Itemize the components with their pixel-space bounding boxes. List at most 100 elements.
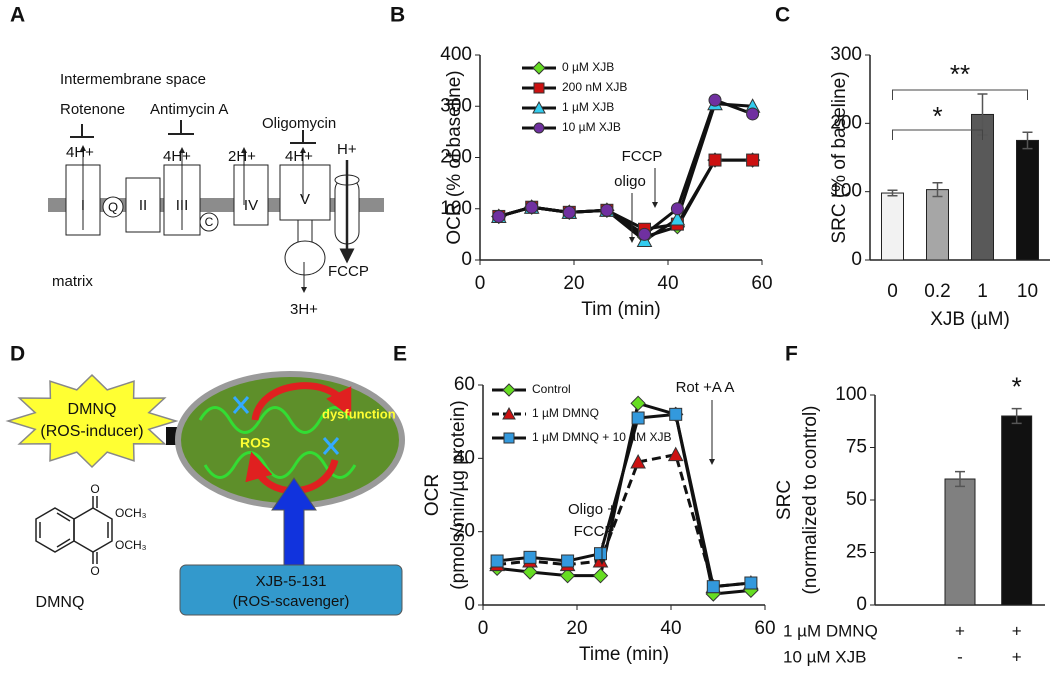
error-bar bbox=[1022, 131, 1033, 150]
bar bbox=[944, 478, 976, 606]
marker bbox=[670, 202, 684, 216]
y-tick-label: 75 bbox=[846, 437, 867, 458]
marker bbox=[523, 550, 537, 564]
significance-bracket bbox=[892, 89, 1028, 100]
inhibitor-bar bbox=[290, 130, 316, 144]
label: IV bbox=[244, 197, 258, 214]
marker bbox=[708, 153, 722, 167]
annotation: Oligo + bbox=[568, 501, 616, 518]
label: (ROS-scavenger) bbox=[233, 593, 350, 610]
x-tick-label: 60 bbox=[751, 273, 772, 294]
panel-label: B bbox=[390, 4, 405, 27]
y-axis-label: SRC bbox=[774, 480, 795, 520]
error-bar bbox=[1011, 407, 1022, 425]
panel-label: D bbox=[10, 343, 25, 366]
significance: ** bbox=[950, 59, 970, 89]
label: ROS bbox=[240, 435, 270, 451]
label: matrix bbox=[52, 273, 93, 290]
complex-box bbox=[125, 177, 161, 233]
x-tick-label: 0 bbox=[478, 618, 489, 639]
series-line bbox=[498, 158, 753, 231]
bar bbox=[881, 192, 904, 261]
y-tick-label: 200 bbox=[440, 147, 472, 168]
legend-marker bbox=[532, 61, 546, 75]
inhibitor-bar bbox=[168, 120, 194, 135]
annotation: oligo bbox=[614, 173, 646, 190]
y-tick-label: 0 bbox=[856, 594, 867, 615]
etc-diagram bbox=[48, 120, 384, 293]
x-axis-label: XJB (µM) bbox=[930, 309, 1010, 330]
y-tick-label: 0 bbox=[851, 249, 862, 270]
y-axis-label: (normalized to control) bbox=[800, 405, 821, 594]
complex-box bbox=[233, 164, 269, 226]
marker bbox=[525, 200, 539, 214]
annotation: FCCP bbox=[622, 148, 663, 165]
legend-label: 1 µM DMNQ bbox=[532, 406, 599, 420]
marker bbox=[631, 411, 645, 425]
marker bbox=[594, 547, 607, 561]
complex-box bbox=[279, 164, 331, 221]
marker bbox=[708, 93, 722, 107]
x-tick-label: 0.2 bbox=[924, 281, 950, 302]
label: OCH₃ bbox=[115, 506, 147, 520]
cycle-arrow bbox=[251, 382, 352, 421]
legend-marker bbox=[502, 383, 516, 397]
dmnq-structure bbox=[35, 496, 113, 564]
cristae bbox=[198, 406, 357, 479]
condition-value: + bbox=[1012, 647, 1022, 666]
marker bbox=[669, 210, 686, 226]
condition-label: 1 µM DMNQ bbox=[783, 621, 878, 640]
label: (ROS-inducer) bbox=[40, 423, 143, 440]
y-tick-label: 400 bbox=[440, 44, 472, 65]
label: II bbox=[139, 197, 147, 214]
panel-label: A bbox=[10, 4, 25, 27]
series-line bbox=[496, 452, 752, 589]
legend-marker bbox=[532, 100, 546, 114]
y-tick-label: 0 bbox=[461, 249, 472, 270]
label: O bbox=[90, 482, 99, 496]
label: Q bbox=[108, 199, 118, 214]
label: XJB-5-131 bbox=[256, 573, 327, 590]
legend-label: 0 µM XJB bbox=[562, 60, 614, 74]
y-axis-label: SRC (% of baseline) bbox=[829, 71, 850, 243]
block-mark bbox=[232, 396, 340, 455]
error-bar bbox=[887, 189, 898, 197]
atp-head bbox=[284, 240, 326, 276]
annotation: FCCP bbox=[574, 523, 615, 540]
legend-label: Control bbox=[532, 382, 571, 396]
c-circle bbox=[199, 212, 219, 232]
y-tick-label: 100 bbox=[835, 384, 867, 405]
label: dysfunction bbox=[322, 406, 396, 421]
label: DMNQ bbox=[68, 401, 117, 418]
label: DMNQ bbox=[36, 594, 85, 611]
significance: * bbox=[1012, 372, 1022, 402]
label: III bbox=[176, 197, 189, 214]
marker bbox=[592, 567, 609, 584]
label: Intermembrane space bbox=[60, 71, 206, 88]
label: OCH₃ bbox=[115, 538, 147, 552]
bar bbox=[1001, 415, 1033, 606]
label: Antimycin A bbox=[150, 101, 228, 118]
error-bar bbox=[932, 182, 943, 198]
y-tick-label: 40 bbox=[454, 447, 475, 468]
x-tick-label: 20 bbox=[566, 618, 587, 639]
significance: * bbox=[932, 101, 942, 131]
marker bbox=[746, 153, 760, 167]
label: C bbox=[205, 215, 214, 229]
condition-value: - bbox=[957, 647, 963, 666]
y-axis-label: (pmols/min/µg protein) bbox=[448, 400, 469, 589]
legend-marker bbox=[533, 122, 545, 134]
marker bbox=[561, 554, 575, 568]
x-axis-label: Time (min) bbox=[579, 644, 669, 665]
marker bbox=[744, 576, 758, 590]
y-tick-label: 20 bbox=[454, 521, 475, 542]
y-tick-label: 60 bbox=[454, 374, 475, 395]
label: 3H+ bbox=[290, 301, 318, 318]
label: 4H+ bbox=[285, 148, 313, 165]
legend-label: 200 nM XJB bbox=[562, 80, 627, 94]
legend-label: 1 µM XJB bbox=[562, 100, 614, 114]
label: Rotenone bbox=[60, 101, 125, 118]
legend-marker bbox=[533, 82, 545, 94]
q-circle bbox=[102, 196, 124, 218]
